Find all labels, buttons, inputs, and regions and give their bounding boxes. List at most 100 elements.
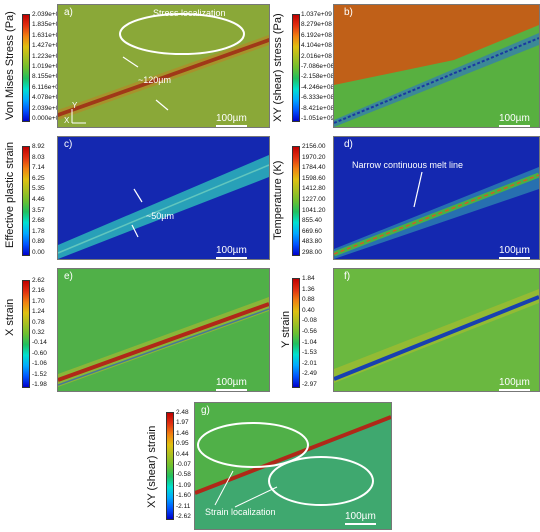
panel-g-colorbar (166, 412, 174, 520)
panel-c-scale: 100µm (216, 245, 247, 259)
panel-b-tick: -6.333e+08 (301, 94, 335, 102)
panel-g-field (195, 403, 391, 529)
panel-e-tick: 1.24 (32, 308, 45, 316)
panel-f-tick: -1.04 (302, 338, 317, 346)
panel-f-tick: -1.53 (302, 349, 317, 357)
panel-e-tick: -1.52 (32, 370, 47, 378)
panel-e-tick: 1.70 (32, 297, 45, 305)
stress-localization-note: Stress localization (153, 8, 226, 18)
panel-g-tick: -0.58 (176, 471, 191, 479)
panel-c-tick: 5.35 (32, 185, 45, 193)
panel-c-ylabel: Effective plastic strain (4, 141, 16, 248)
panel-d-scale-text: 100µm (499, 245, 530, 256)
panel-e-tick: 2.16 (32, 287, 45, 295)
panel-b-tick: -1.051e+09 (301, 115, 335, 122)
panel-c-tick: 3.57 (32, 206, 45, 214)
width-50um-note: ~50µm (146, 211, 174, 221)
panel-a-tick: 1.631e+09 (32, 31, 63, 39)
panel-b-colorbar (292, 14, 300, 122)
panel-a-scale: 100µm (216, 113, 247, 127)
panel-b-tick: 6.192e+08 (301, 31, 332, 39)
panel-b-field (334, 5, 539, 127)
panel-e-tick: -1.98 (32, 381, 47, 388)
panel-a-ticks: 2.039e+09 1.835e+09 1.631e+09 1.427e+09 1.22… (32, 11, 76, 124)
panel-b-tick: -2.158e+08 (301, 73, 335, 81)
panel-a-label: a) (64, 7, 73, 18)
panel-b-tick: -7.086e+06 (301, 63, 335, 70)
panel-c-ticks: 8.92 8.03 7.14 6.25 5.35 4.46 3.57 2.68 1.78 0.89… (32, 143, 58, 258)
panel-a-field (58, 5, 269, 127)
panel-b-map: b) 100µm (333, 4, 540, 128)
panel-d-colorbar (292, 146, 300, 256)
panel-c-tick: 1.78 (32, 227, 45, 235)
panel-e-label: e) (64, 271, 73, 282)
panel-d-tick: 1598.60 (302, 174, 326, 182)
panel-c-label: c) (64, 139, 73, 150)
panel-b-ylabel: XY (shear) stress (Pa) (272, 13, 284, 122)
panel-d-tick: 1412.80 (302, 185, 326, 193)
panel-c-map: c) ~50µm 100µm (57, 136, 270, 260)
panel-g-tick: -1.09 (176, 481, 191, 489)
panel-d-tick: 2156.00 (302, 143, 326, 150)
axis-y-label: Y (72, 101, 78, 110)
panel-a-tick: 2.039e+09 (32, 11, 63, 18)
panel-d-tick: 1784.40 (302, 164, 326, 172)
panel-b-tick: -8.421e+08 (301, 104, 335, 112)
panel-e-tick: 0.78 (32, 318, 45, 326)
axis-x-label: X (64, 116, 70, 125)
panel-f-map: f) 100µm (333, 268, 540, 392)
panel-e-scale-text: 100µm (216, 377, 247, 388)
panel-g-tick: -0.07 (176, 461, 191, 468)
panel-g-scale: 100µm (345, 511, 376, 525)
panel-g-ticks: 2.48 1.97 1.46 0.95 0.44 -0.07 -0.58 -1.09 -1.60… (176, 409, 202, 522)
panel-f-tick: -2.49 (302, 370, 317, 378)
panel-c-colorbar (22, 146, 30, 256)
panel-d-tick: 483.80 (302, 238, 322, 246)
panel-c-tick: 0.00 (32, 249, 45, 256)
panel-f-colorbar (292, 278, 300, 388)
panel-a-tick: 6.116e+08 (32, 83, 63, 91)
panel-g-tick: -2.11 (176, 502, 191, 510)
panel-d-map: d) Narrow continuous melt line 100µm (333, 136, 540, 260)
panel-e-map: e) 100µm (57, 268, 270, 392)
panel-a-tick: 1.019e+09 (32, 63, 63, 70)
panel-c-tick: 4.46 (32, 196, 45, 203)
panel-c-tick: 8.03 (32, 153, 45, 161)
panel-c-tick: 8.92 (32, 143, 45, 150)
panel-a-tick: 4.078e+08 (32, 94, 63, 102)
melt-line-note: Narrow continuous melt line (352, 160, 464, 170)
panel-g-tick: 0.95 (176, 440, 189, 448)
panel-b-scale: 100µm (499, 113, 530, 127)
panel-c-tick: 2.68 (32, 217, 45, 225)
panel-e-ticks: 2.62 2.16 1.70 1.24 0.78 0.32 -0.14 -0.60 -1.06 -… (32, 277, 58, 390)
panel-f-field (334, 269, 539, 391)
panel-c-scale-text: 100µm (216, 245, 247, 256)
panel-b-ticks: 1.037e+09 8.279e+08 6.192e+08 4.104e+08 2.01… (301, 11, 345, 124)
panel-f-scale-text: 100µm (499, 377, 530, 388)
panel-d-tick: 1227.00 (302, 196, 326, 203)
panel-b-label: b) (344, 7, 353, 18)
panel-f-tick: 0.88 (302, 296, 315, 304)
panel-a-tick: 1.223e+09 (32, 52, 63, 60)
panel-g-map: g) Strain localization 100µm (194, 402, 392, 530)
panel-e-tick: -0.60 (32, 349, 47, 357)
panel-g-scale-text: 100µm (345, 511, 376, 522)
panel-a-tick: 0.000e+00 (32, 115, 63, 122)
panel-g-tick: -1.60 (176, 492, 191, 500)
panel-a-tick: 1.835e+09 (32, 21, 63, 29)
panel-b-tick: 2.016e+08 (301, 52, 332, 60)
panel-d-label: d) (344, 139, 353, 150)
panel-f-tick: 1.36 (302, 285, 315, 293)
panel-d-tick: 669.60 (302, 227, 322, 235)
panel-d-tick: 1041.20 (302, 206, 326, 214)
panel-f-label: f) (344, 271, 351, 282)
panel-f-tick: -2.01 (302, 359, 317, 367)
panel-f-scale: 100µm (499, 377, 530, 391)
panel-b-tick: 1.037e+09 (301, 11, 332, 18)
panel-e-tick: 2.62 (32, 277, 45, 284)
panel-a-tick: 1.427e+09 (32, 42, 63, 50)
panel-e-tick: 0.32 (32, 329, 45, 336)
panel-f-tick: 1.84 (302, 275, 315, 282)
width-120um-note: ~120µm (138, 75, 171, 85)
panel-a-ylabel: Von Mises Stress (Pa) (4, 11, 16, 120)
